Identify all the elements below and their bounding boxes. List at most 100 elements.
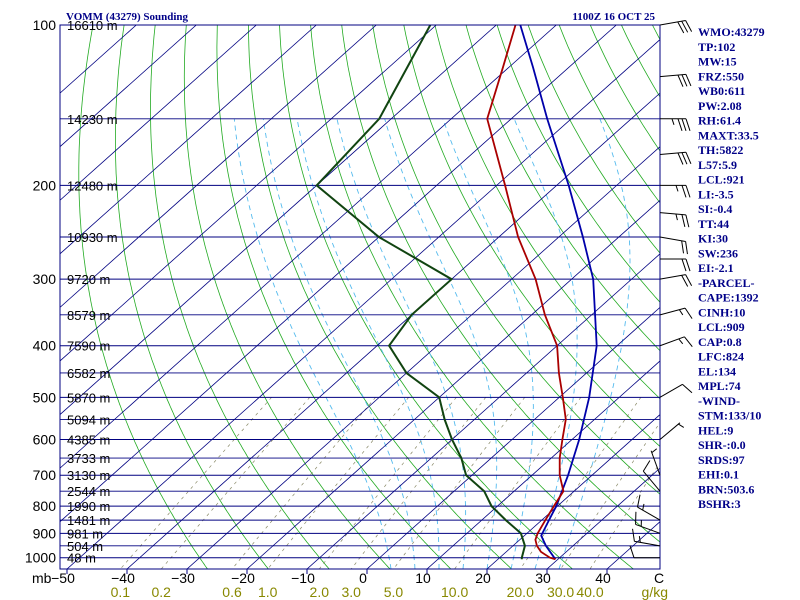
height-label: 1990 m: [67, 499, 110, 514]
temperature-edge-label: C: [654, 570, 664, 586]
isotherm: [60, 25, 617, 523]
isotherm: [60, 25, 377, 308]
height-label: 3733 m: [67, 451, 110, 466]
wind-barb: [659, 19, 693, 34]
index-entry: LI:-3.5: [698, 187, 734, 201]
dry-adiabat: [115, 25, 269, 569]
index-entry: WB0:611: [698, 84, 745, 98]
pressure-tick-label: 800: [33, 498, 57, 514]
index-entry: STM:133/10: [698, 409, 761, 423]
index-entry: SW:236: [698, 246, 738, 260]
height-label: 2544 m: [67, 484, 110, 499]
index-entry: HEL:9: [698, 423, 733, 437]
index-entry: PW:2.08: [698, 99, 742, 113]
mixing-ratio-tick-label: 40.0: [576, 584, 603, 600]
index-entry: CINH:10: [698, 305, 745, 319]
dry-adiabat: [496, 25, 660, 303]
isotherm: [546, 467, 660, 569]
pressure-tick-label: 600: [33, 432, 57, 448]
index-entry: L57:5.9: [698, 158, 737, 172]
index-entry: LCL:909: [698, 320, 745, 334]
wind-barb: [642, 460, 661, 492]
temperature-tick-label: 40: [595, 570, 611, 586]
wind-barb: [659, 151, 692, 165]
mixing-ratio-line: [120, 397, 272, 569]
mixing-ratio-line: [519, 397, 642, 569]
pressure-tick-label: 400: [33, 338, 57, 354]
temperature-tick-label: 30: [535, 570, 551, 586]
isotherm: [60, 25, 437, 362]
index-entry: CAPE:1392: [698, 291, 759, 305]
height-label: 504 m: [67, 539, 103, 554]
temperature-tick-label: −20: [231, 570, 255, 586]
dry-adiabat: [527, 25, 660, 254]
mixing-ratio-line: [393, 397, 526, 569]
index-entry: LFC:824: [698, 350, 744, 364]
grid-lines: [60, 25, 660, 569]
wind-barb: [659, 236, 688, 255]
mixing-ratio-tick-label: 3.0: [341, 584, 361, 600]
dry-adiabat: [78, 25, 208, 569]
indices-panel: WMO:43279TP:102MW:15FRZ:550WB0:611PW:2.0…: [698, 25, 765, 511]
wind-barb: [659, 212, 690, 228]
height-label: 12480 m: [67, 178, 118, 193]
mixing-ratio-line: [231, 397, 376, 569]
index-entry: EL:134: [698, 364, 736, 378]
wind-barb: [660, 184, 691, 198]
index-entry: -WIND-: [698, 394, 740, 408]
isotherm: [486, 413, 660, 569]
wind-barb: [659, 73, 692, 87]
isotherm: [426, 360, 660, 569]
index-entry: BSHR:3: [698, 497, 741, 511]
dewpoint-profile: [315, 25, 526, 560]
temperature-tick-label: −50: [51, 570, 75, 586]
temperature-tick-label: 20: [475, 570, 491, 586]
dry-adiabat: [150, 25, 330, 569]
wind-barbs: [629, 19, 693, 559]
parcel-profile: [519, 25, 598, 560]
height-label: 14230 m: [67, 112, 118, 127]
wind-barb: [659, 336, 693, 348]
wind-barb: [629, 545, 660, 559]
mixing-ratio-unit: g/kg: [642, 584, 668, 600]
pressure-tick-label: 200: [33, 177, 57, 193]
index-entry: CAP:0.8: [698, 335, 742, 349]
index-entry: -PARCEL-: [698, 276, 754, 290]
wind-barb: [632, 528, 661, 547]
pressure-tick-label: 100: [33, 17, 57, 33]
wind-barb: [659, 307, 693, 319]
isotherm: [186, 146, 660, 569]
chart-header-station: VOMM (43279) Sounding: [66, 11, 189, 23]
wind-barb: [660, 118, 691, 131]
dry-adiabat: [279, 25, 573, 569]
mixing-ratio-tick-label: 30.0: [547, 584, 574, 600]
dry-adiabat: [434, 25, 660, 400]
dry-adiabat: [341, 25, 660, 543]
height-label: 4385 m: [67, 433, 110, 448]
height-label: 5094 m: [67, 412, 110, 427]
mixing-ratio-line: [350, 397, 487, 569]
isotherm: [60, 25, 317, 255]
wind-barb: [650, 448, 661, 476]
isotherm: [306, 253, 660, 569]
index-entry: WMO:43279: [698, 25, 765, 39]
mixing-ratio-line: [267, 397, 409, 569]
index-entry: EHI:0.1: [698, 468, 739, 482]
wind-barb: [635, 511, 661, 534]
index-entry: TT:44: [698, 217, 729, 231]
index-entry: TH:5822: [698, 143, 743, 157]
isotherm: [60, 25, 197, 148]
temperature-tick-label: 10: [415, 570, 431, 586]
pressure-tick-label: 500: [33, 389, 57, 405]
isotherm: [66, 38, 660, 569]
mixing-ratio-tick-label: 20.0: [507, 584, 534, 600]
height-label: 10930 m: [67, 230, 118, 245]
height-label: 1481 m: [67, 513, 110, 528]
height-label: 16610 m: [67, 18, 118, 33]
index-entry: KI:30: [698, 232, 728, 246]
index-entry: FRZ:550: [698, 69, 744, 83]
height-label: 48 m: [67, 551, 96, 566]
